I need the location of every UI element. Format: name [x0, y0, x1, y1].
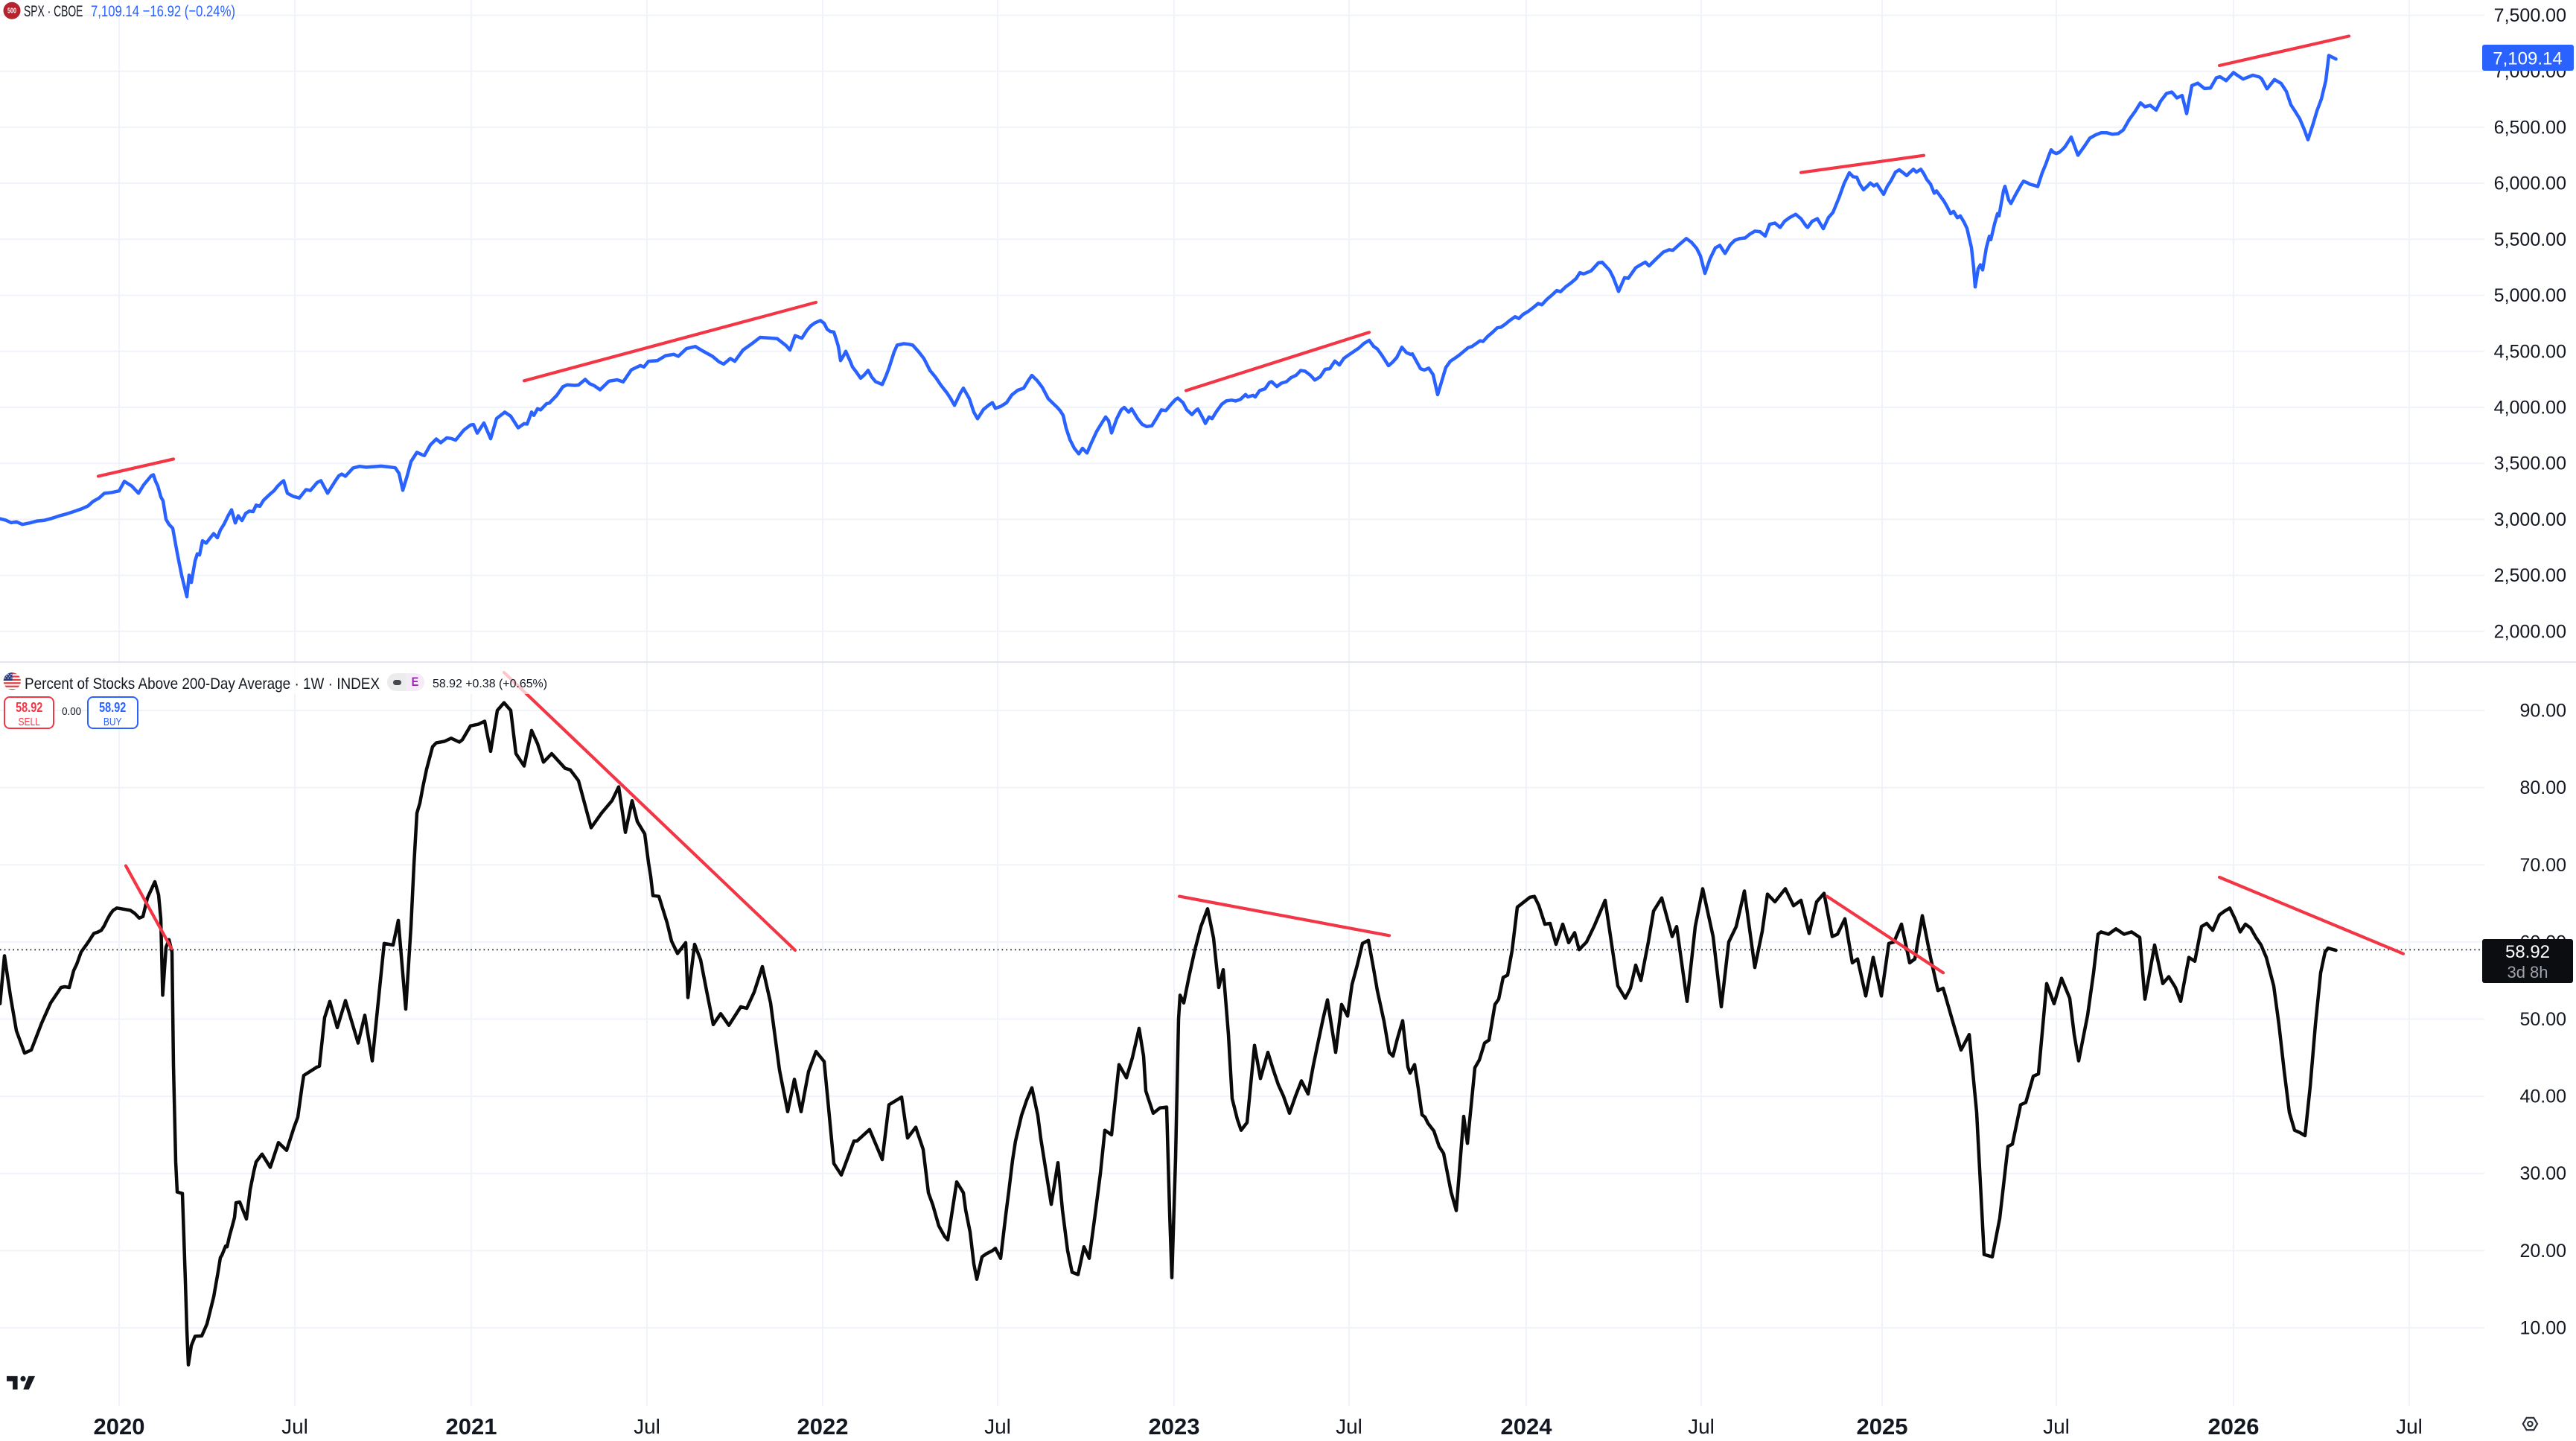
svg-text:Jul: Jul [1336, 1415, 1362, 1438]
svg-text:6,500.00: 6,500.00 [2494, 117, 2566, 138]
svg-text:80.00: 80.00 [2519, 777, 2566, 798]
svg-text:2022: 2022 [797, 1413, 849, 1440]
svg-text:500: 500 [7, 6, 16, 14]
svg-text:2,500.00: 2,500.00 [2494, 565, 2566, 586]
svg-text:2024: 2024 [1501, 1413, 1553, 1440]
svg-text:Jul: Jul [1688, 1415, 1715, 1438]
svg-text:2026: 2026 [2208, 1413, 2260, 1440]
svg-text:7,109.14: 7,109.14 [2493, 49, 2562, 69]
svg-text:10.00: 10.00 [2519, 1318, 2566, 1339]
svg-text:40.00: 40.00 [2519, 1087, 2566, 1107]
svg-text:4,000.00: 4,000.00 [2494, 398, 2566, 419]
svg-text:Jul: Jul [634, 1415, 660, 1438]
svg-text:20.00: 20.00 [2519, 1241, 2566, 1262]
svg-text:2,000.00: 2,000.00 [2494, 621, 2566, 642]
svg-text:90.00: 90.00 [2519, 701, 2566, 722]
svg-text:7,500.00: 7,500.00 [2494, 5, 2566, 26]
svg-text:50.00: 50.00 [2519, 1009, 2566, 1030]
svg-text:3,500.00: 3,500.00 [2494, 454, 2566, 474]
svg-text:Jul: Jul [2396, 1415, 2423, 1438]
svg-text:70.00: 70.00 [2519, 855, 2566, 876]
svg-text:6,000.00: 6,000.00 [2494, 174, 2566, 194]
svg-text:5,000.00: 5,000.00 [2494, 285, 2566, 306]
svg-text:Jul: Jul [984, 1415, 1011, 1438]
svg-text:2025: 2025 [1857, 1413, 1908, 1440]
svg-text:30.00: 30.00 [2519, 1163, 2566, 1184]
svg-text:3,000.00: 3,000.00 [2494, 509, 2566, 530]
svg-text:Jul: Jul [281, 1415, 308, 1438]
svg-text:4,500.00: 4,500.00 [2494, 341, 2566, 362]
svg-text:5,500.00: 5,500.00 [2494, 229, 2566, 250]
svg-text:2020: 2020 [94, 1413, 145, 1440]
svg-text:2023: 2023 [1149, 1413, 1200, 1440]
svg-text:58.92: 58.92 [2505, 942, 2550, 962]
svg-text:2021: 2021 [446, 1413, 497, 1440]
svg-text:3d 8h: 3d 8h [2507, 963, 2548, 982]
svg-text:Jul: Jul [2043, 1415, 2070, 1438]
